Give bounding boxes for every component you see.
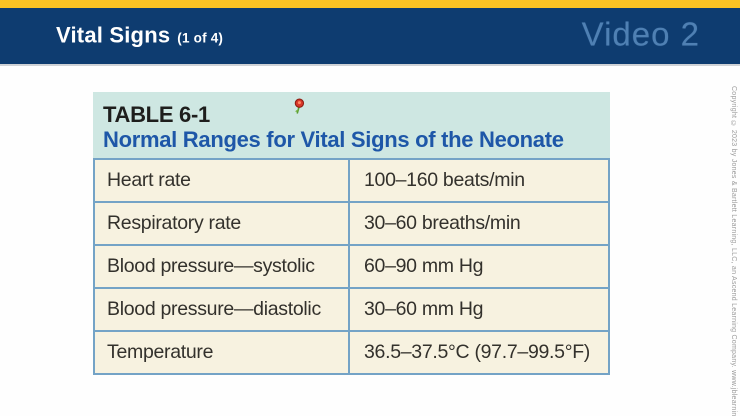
page-title-text: Vital Signs — [56, 22, 171, 48]
page-title: Vital Signs (1 of 4) — [56, 22, 223, 48]
video-watermark: Video 2 — [581, 15, 700, 53]
table-body: Heart rate 100–160 beats/min Respiratory… — [93, 158, 610, 375]
page-title-suffix: (1 of 4) — [177, 30, 224, 46]
table-row: Respiratory rate 30–60 breaths/min — [95, 201, 608, 244]
table-row: Heart rate 100–160 beats/min — [95, 160, 608, 201]
table-row: Blood pressure—diastolic 30–60 mm Hg — [95, 287, 608, 330]
vital-sign-name: Temperature — [95, 332, 350, 373]
table-number-label: TABLE 6-1 — [103, 102, 210, 127]
vital-sign-value: 36.5–37.5°C (97.7–99.5°F) — [350, 332, 608, 373]
copyright-notice: Copyright © 2023 by Jones & Bartlett Lea… — [730, 86, 737, 416]
slide-header: Vital Signs (1 of 4) Video 2 — [0, 8, 740, 64]
vital-sign-name: Blood pressure—diastolic — [95, 289, 350, 330]
vital-sign-name: Respiratory rate — [95, 203, 350, 244]
vital-signs-table: TABLE 6-1 Normal Ranges for Vital Signs … — [93, 92, 610, 375]
vital-sign-value: 30–60 breaths/min — [350, 203, 608, 244]
top-accent-bar — [0, 0, 740, 8]
table-title: Normal Ranges for Vital Signs of the Neo… — [103, 127, 564, 152]
table-row: Temperature 36.5–37.5°C (97.7–99.5°F) — [95, 330, 608, 373]
vital-sign-value: 30–60 mm Hg — [350, 289, 608, 330]
flower-pointer-icon — [292, 98, 307, 119]
vital-sign-value: 100–160 beats/min — [350, 160, 608, 201]
table-header: TABLE 6-1 Normal Ranges for Vital Signs … — [93, 92, 610, 158]
vital-sign-name: Blood pressure—systolic — [95, 246, 350, 287]
vital-sign-value: 60–90 mm Hg — [350, 246, 608, 287]
vital-sign-name: Heart rate — [95, 160, 350, 201]
table-row: Blood pressure—systolic 60–90 mm Hg — [95, 244, 608, 287]
